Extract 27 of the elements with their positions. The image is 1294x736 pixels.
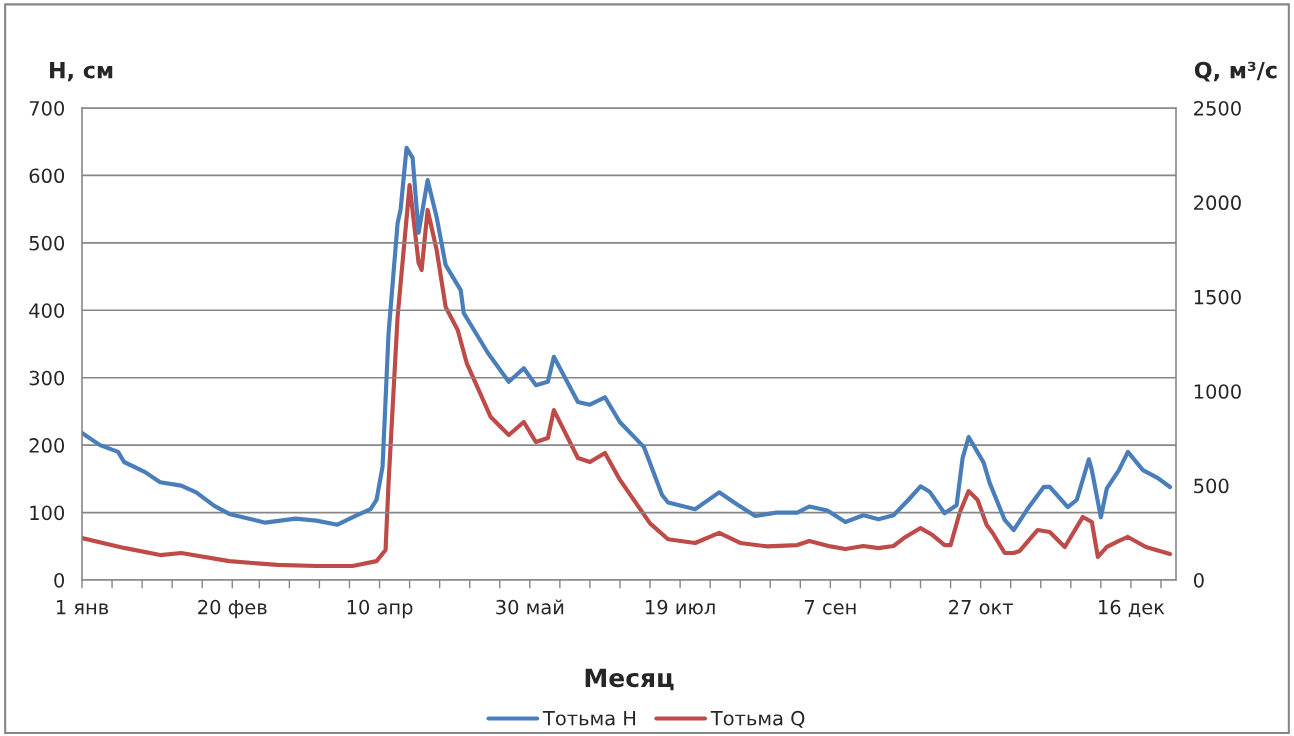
x-tick-label: 20 фев	[198, 599, 267, 619]
x-axis-title: Месяц	[585, 668, 674, 691]
y-tick-label: 100	[30, 505, 65, 521]
y2-tick-label: 0	[1193, 572, 1204, 588]
y-tick-label: 400	[29, 303, 65, 318]
x-tick-label: 10 апр	[347, 599, 413, 619]
y2-tick-label: 2500	[1194, 100, 1241, 116]
y-tick-label: 0	[54, 572, 65, 588]
x-tick-label: 27 окт	[949, 599, 1014, 615]
y-tick-label: 600	[29, 168, 65, 184]
x-tick-label: 7 сен	[805, 600, 856, 615]
y-tick-label: 200	[29, 438, 65, 453]
y-tick-label: 500	[29, 235, 65, 251]
y2-tick-label: 2000	[1194, 195, 1241, 211]
x-tick-label: 30 май	[496, 599, 564, 615]
legend-label: Тотьма H	[542, 711, 636, 726]
x-tick-label: 16 дек	[1099, 599, 1165, 617]
legend-label: Тотьма Q	[710, 710, 805, 728]
y2-tick-label: 500	[1194, 478, 1229, 494]
y-axis-title: H, см	[50, 61, 113, 82]
y-tick-label: 700	[29, 100, 65, 116]
y2-tick-label: 1500	[1194, 289, 1241, 305]
y-tick-label: 300	[29, 370, 65, 386]
x-tick-label: 1 янв	[56, 600, 109, 615]
y2-tick-label: 1000	[1194, 384, 1241, 399]
x-tick-label: 19 июл	[646, 599, 715, 615]
y2-axis-title: Q, м³/с	[1194, 61, 1277, 82]
